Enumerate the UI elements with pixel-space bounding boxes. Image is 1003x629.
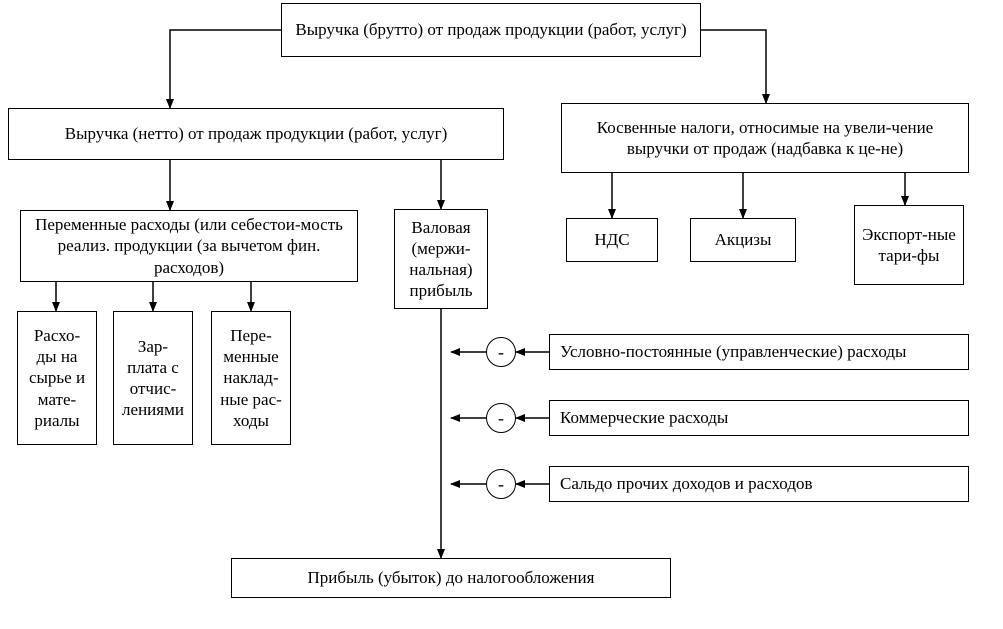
node-netto-label: Выручка (нетто) от продаж продукции (раб…: [65, 123, 448, 144]
node-profit-label: Прибыль (убыток) до налогообложения: [308, 567, 595, 588]
operator-minus-3-label: -: [498, 475, 504, 493]
node-export-label: Экспорт-ные тари-фы: [861, 224, 957, 267]
node-gross: Валовая (мержи-нальная) прибыль: [394, 209, 488, 309]
flowchart-canvas: Выручка (брутто) от продаж продукции (ра…: [0, 0, 1003, 629]
node-admin: Условно-постоянные (управленческие) расх…: [549, 334, 969, 370]
node-excise: Акцизы: [690, 218, 796, 262]
node-netto: Выручка (нетто) от продаж продукции (раб…: [8, 108, 504, 160]
operator-minus-2-label: -: [498, 409, 504, 427]
node-raw-label: Расхо-ды на сырье и мате-риалы: [24, 325, 90, 431]
node-commercial: Коммерческие расходы: [549, 400, 969, 436]
node-overhead: Пере-менные наклад-ные рас-ходы: [211, 311, 291, 445]
node-variable-label: Переменные расходы (или себестои-мость р…: [27, 214, 351, 278]
node-excise-label: Акцизы: [715, 229, 772, 250]
node-balance: Сальдо прочих доходов и расходов: [549, 466, 969, 502]
node-admin-label: Условно-постоянные (управленческие) расх…: [560, 341, 906, 362]
node-salary: Зар-плата с отчис-лениями: [113, 311, 193, 445]
node-raw: Расхо-ды на сырье и мате-риалы: [17, 311, 97, 445]
node-balance-label: Сальдо прочих доходов и расходов: [560, 473, 813, 494]
operator-minus-2: -: [486, 403, 516, 433]
node-root: Выручка (брутто) от продаж продукции (ра…: [281, 3, 701, 57]
operator-minus-3: -: [486, 469, 516, 499]
node-nds-label: НДС: [594, 229, 629, 250]
node-nds: НДС: [566, 218, 658, 262]
node-variable: Переменные расходы (или себестои-мость р…: [20, 210, 358, 282]
operator-minus-1: -: [486, 337, 516, 367]
node-profit: Прибыль (убыток) до налогообложения: [231, 558, 671, 598]
node-overhead-label: Пере-менные наклад-ные рас-ходы: [218, 325, 284, 431]
node-salary-label: Зар-плата с отчис-лениями: [120, 336, 186, 421]
node-commercial-label: Коммерческие расходы: [560, 407, 728, 428]
node-root-label: Выручка (брутто) от продаж продукции (ра…: [295, 19, 686, 40]
node-indirect-label: Косвенные налоги, относимые на увели-чен…: [568, 117, 962, 160]
node-export: Экспорт-ные тари-фы: [854, 205, 964, 285]
node-indirect: Косвенные налоги, относимые на увели-чен…: [561, 103, 969, 173]
operator-minus-1-label: -: [498, 343, 504, 361]
node-gross-label: Валовая (мержи-нальная) прибыль: [401, 217, 481, 302]
